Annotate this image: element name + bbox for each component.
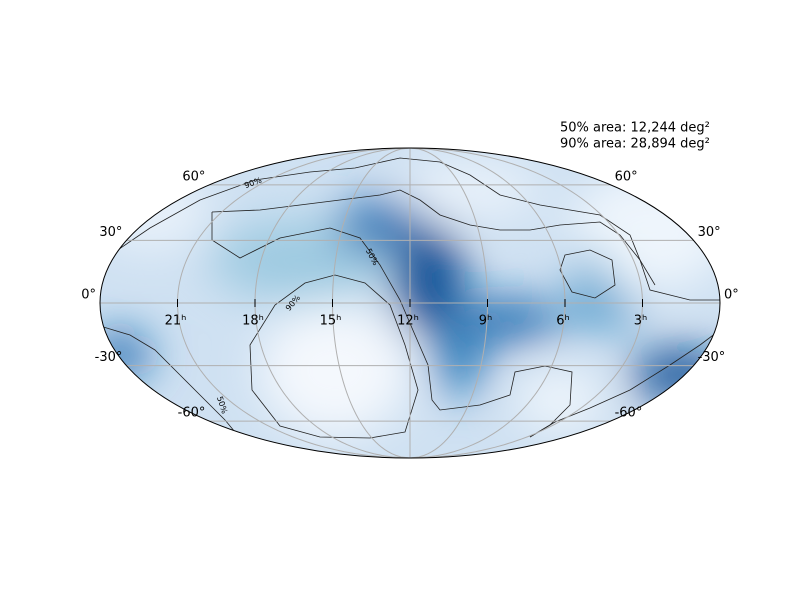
lat-tick-label: 60°: [182, 169, 205, 184]
contour-90: [249, 274, 419, 439]
sky-border: [99, 147, 721, 459]
ra-tick-label: 3ʰ: [634, 314, 648, 329]
ra-tick-label: 21ʰ: [165, 314, 187, 329]
ra-tick-label: 15ʰ: [320, 314, 342, 329]
annotation: 50% area: 12,244 deg²: [560, 121, 710, 136]
contour-90: [100, 325, 236, 433]
lat-tick-label: 0°: [81, 288, 96, 303]
lat-tick-label: 30°: [99, 225, 122, 240]
contour-90: [529, 329, 720, 438]
annotation: 90% area: 28,894 deg²: [560, 137, 710, 152]
lat-tick-label: -30°: [95, 350, 123, 365]
ra-tick-label: 6ʰ: [556, 314, 570, 329]
ra-tick-label: 9ʰ: [479, 314, 493, 329]
lat-tick-label: -60°: [178, 406, 206, 421]
contour-50: [211, 189, 656, 286]
contour-90: [100, 157, 720, 301]
ra-tick-label: 18ʰ: [242, 314, 264, 329]
lat-tick-label: 0°: [724, 288, 739, 303]
ra-tick-label: 12ʰ: [397, 314, 419, 329]
lat-tick-label: -60°: [615, 406, 643, 421]
lat-tick-label: -30°: [698, 350, 726, 365]
lat-tick-label: 30°: [698, 225, 721, 240]
lat-tick-label: 60°: [615, 169, 638, 184]
contour-50: [211, 212, 573, 438]
